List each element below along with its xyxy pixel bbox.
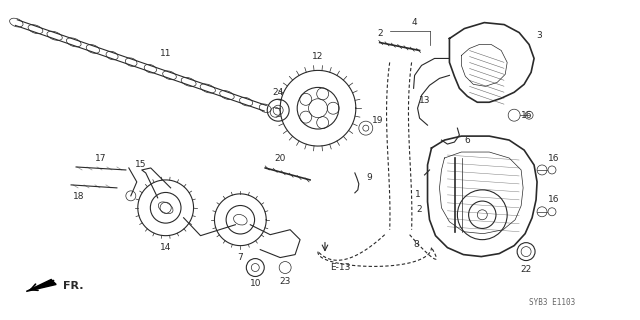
Text: 24: 24 — [273, 88, 284, 97]
Text: 12: 12 — [312, 52, 324, 61]
Text: E-13: E-13 — [330, 263, 350, 272]
Text: 9: 9 — [366, 173, 372, 182]
Text: 6: 6 — [465, 136, 470, 145]
Text: 20: 20 — [275, 154, 286, 163]
Text: 7: 7 — [237, 253, 243, 262]
Text: 2: 2 — [417, 205, 422, 214]
Text: 16: 16 — [548, 154, 560, 163]
Text: SYB3 E1103: SYB3 E1103 — [529, 298, 575, 307]
Text: 22: 22 — [520, 265, 532, 274]
Text: 15: 15 — [135, 160, 147, 170]
Text: 17: 17 — [95, 154, 107, 163]
Text: 4: 4 — [412, 18, 417, 27]
Text: 11: 11 — [160, 49, 172, 58]
Text: 19: 19 — [372, 116, 383, 125]
Polygon shape — [26, 279, 56, 292]
Text: 3: 3 — [536, 31, 542, 40]
Text: 8: 8 — [413, 240, 419, 249]
Text: 13: 13 — [419, 96, 430, 105]
Text: 1: 1 — [415, 190, 420, 199]
Text: 2: 2 — [377, 29, 383, 38]
Text: 23: 23 — [280, 277, 291, 286]
Text: 16: 16 — [522, 111, 533, 120]
Text: 16: 16 — [548, 195, 560, 204]
Text: FR.: FR. — [63, 282, 83, 292]
Text: 14: 14 — [160, 243, 172, 252]
Text: 18: 18 — [74, 192, 85, 201]
Text: 10: 10 — [250, 279, 261, 288]
